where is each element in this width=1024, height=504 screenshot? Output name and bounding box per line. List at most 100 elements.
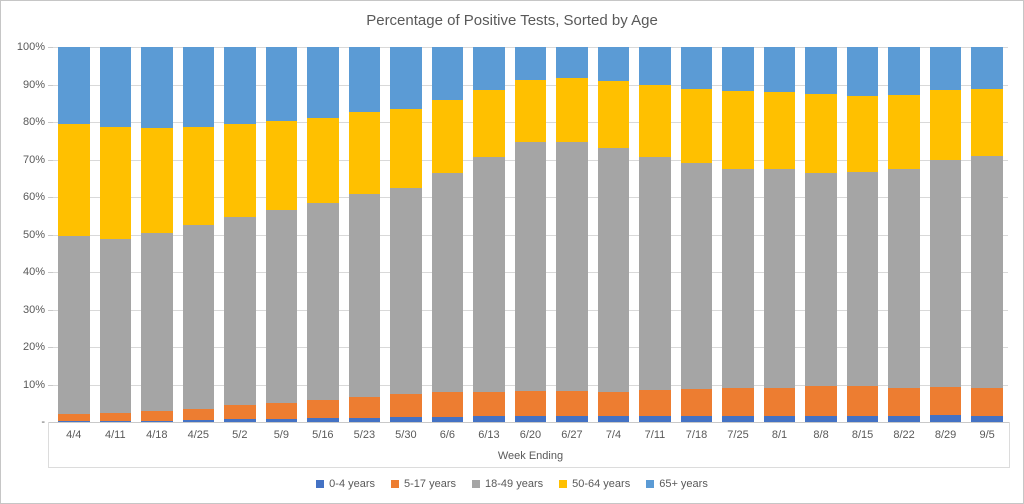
bar-segment-0-4-years [141, 420, 173, 422]
x-axis-label-4-18: 4/18 [146, 429, 168, 441]
legend-swatch-5-17-years [391, 480, 400, 488]
legend-swatch-18-49-years [472, 480, 481, 488]
bar-segment-5-17-years [348, 397, 381, 418]
bar-4-18 [141, 47, 173, 422]
bar-segment-50-64-years [639, 84, 671, 157]
bar-segment-0-4-years [265, 418, 298, 422]
bar-segment-50-64-years [846, 95, 879, 173]
bar-segment-0-4-years [639, 416, 671, 422]
bar-segment-0-4-years [971, 415, 1003, 422]
bar-segment-50-64-years [99, 127, 132, 239]
y-axis-label: 90% [22, 78, 45, 91]
y-axis-label: 60% [22, 191, 45, 203]
bar-segment-0-4-years [680, 416, 713, 422]
bar-segment-0-4-years [597, 416, 630, 422]
bar-5-2 [224, 47, 256, 422]
bar-segment-5-17-years [597, 392, 630, 417]
bar-segment-18-49-years [473, 156, 505, 392]
bar-segment-50-64-years [929, 89, 962, 160]
x-axis-label-4-11: 4/11 [104, 429, 126, 441]
bar-segment-50-64-years [431, 100, 464, 174]
bar-segment-65-years [57, 47, 90, 124]
bar-8-1 [763, 47, 796, 422]
x-axis-label-7-18: 7/18 [685, 429, 708, 441]
bar-slot-5-2 [219, 47, 261, 422]
y-axis-tick [48, 234, 53, 236]
bar-segment-50-64-years [224, 123, 256, 217]
legend-item-50-64-years: 50-64 years [559, 478, 630, 490]
bar-segment-50-64-years [348, 111, 381, 194]
bar-segment-18-49-years [888, 168, 920, 388]
bar-8-29 [929, 47, 962, 422]
bar-segment-18-49-years [722, 168, 754, 389]
bar-segment-5-17-years [514, 391, 547, 416]
bar-4-25 [182, 47, 215, 422]
bar-segment-65-years [224, 47, 256, 124]
bar-segment-50-64-years [556, 78, 588, 142]
bar-slot-4-18 [136, 47, 178, 422]
chart-title: Percentage of Positive Tests, Sorted by … [366, 12, 658, 29]
bar-8-22 [888, 47, 920, 422]
legend-item-0-4-years: 0-4 years [316, 478, 375, 490]
bar-segment-5-17-years [763, 387, 796, 416]
bar-segment-65-years [846, 47, 879, 96]
plot-area [53, 47, 1008, 423]
bar-segment-50-64-years [680, 89, 713, 163]
bar-segment-0-4-years [390, 417, 422, 422]
bar-5-16 [307, 47, 339, 422]
x-axis-line [48, 422, 1010, 423]
bar-6-6 [431, 47, 464, 422]
legend-label: 65+ years [659, 478, 708, 490]
bar-segment-5-17-years [639, 390, 671, 417]
legend-item-65-years: 65+ years [646, 478, 708, 490]
bar-segment-65-years [431, 47, 464, 101]
x-axis-label-8-1: 8/1 [771, 429, 788, 441]
bar-segment-5-17-years [971, 388, 1003, 416]
y-axis-label: 40% [22, 266, 45, 278]
bar-segment-50-64-years [805, 93, 837, 173]
bar-9-5 [971, 47, 1003, 422]
x-axis-label-6-13: 6/13 [478, 429, 500, 441]
legend-item-5-17-years: 5-17 years [391, 478, 456, 490]
bar-4-4 [57, 47, 90, 422]
bar-slot-6-6 [427, 47, 469, 422]
bar-segment-65-years [805, 47, 837, 94]
y-axis-label: 80% [22, 116, 45, 128]
bar-6-20 [514, 47, 547, 422]
x-axis-label-4-4: 4/4 [66, 429, 82, 441]
legend-label: 50-64 years [572, 478, 631, 490]
bar-segment-5-17-years [182, 408, 215, 421]
bar-segment-65-years [639, 47, 671, 85]
bar-8-15 [846, 47, 879, 422]
y-axis-tick [48, 122, 53, 123]
bar-segment-5-17-years [473, 392, 505, 417]
bar-slot-4-25 [178, 47, 220, 422]
y-axis-label: 20% [22, 341, 45, 353]
bar-segment-18-49-years [348, 193, 381, 398]
y-axis-label: 70% [22, 153, 45, 166]
x-axis-label-8-29: 8/29 [934, 429, 957, 441]
legend-label: 5-17 years [404, 478, 457, 490]
bar-segment-18-49-years [390, 188, 422, 395]
bars [53, 47, 1008, 422]
x-axis-label-8-22: 8/22 [893, 429, 915, 441]
bar-segment-0-4-years [556, 416, 588, 422]
bar-slot-6-20 [510, 47, 552, 422]
bar-segment-18-49-years [224, 216, 256, 406]
y-axis-tick [48, 159, 53, 161]
y-axis-tick [48, 197, 53, 198]
x-axis-label-5-30: 5/30 [395, 429, 417, 441]
bar-segment-5-17-years [307, 399, 339, 419]
bar-segment-5-17-years [888, 387, 920, 416]
x-axis-label-6-6: 6/6 [439, 429, 456, 441]
x-axis-labels: 4/4 4/11 4/18 4/25 5/2 5/9 5/16 5/23 5/30 6/6 6/13… [53, 429, 1008, 441]
y-axis-label: 10% [22, 378, 45, 391]
x-axis-label-6-27: 6/27 [561, 429, 583, 441]
bar-segment-5-17-years [57, 413, 90, 421]
bar-segment-0-4-years [182, 420, 215, 422]
bar-segment-65-years [597, 47, 630, 81]
legend-swatch-0-4-years [316, 480, 325, 488]
bar-segment-50-64-years [141, 128, 173, 233]
bar-slot-8-22 [883, 47, 925, 422]
bar-segment-18-49-years [99, 238, 132, 413]
